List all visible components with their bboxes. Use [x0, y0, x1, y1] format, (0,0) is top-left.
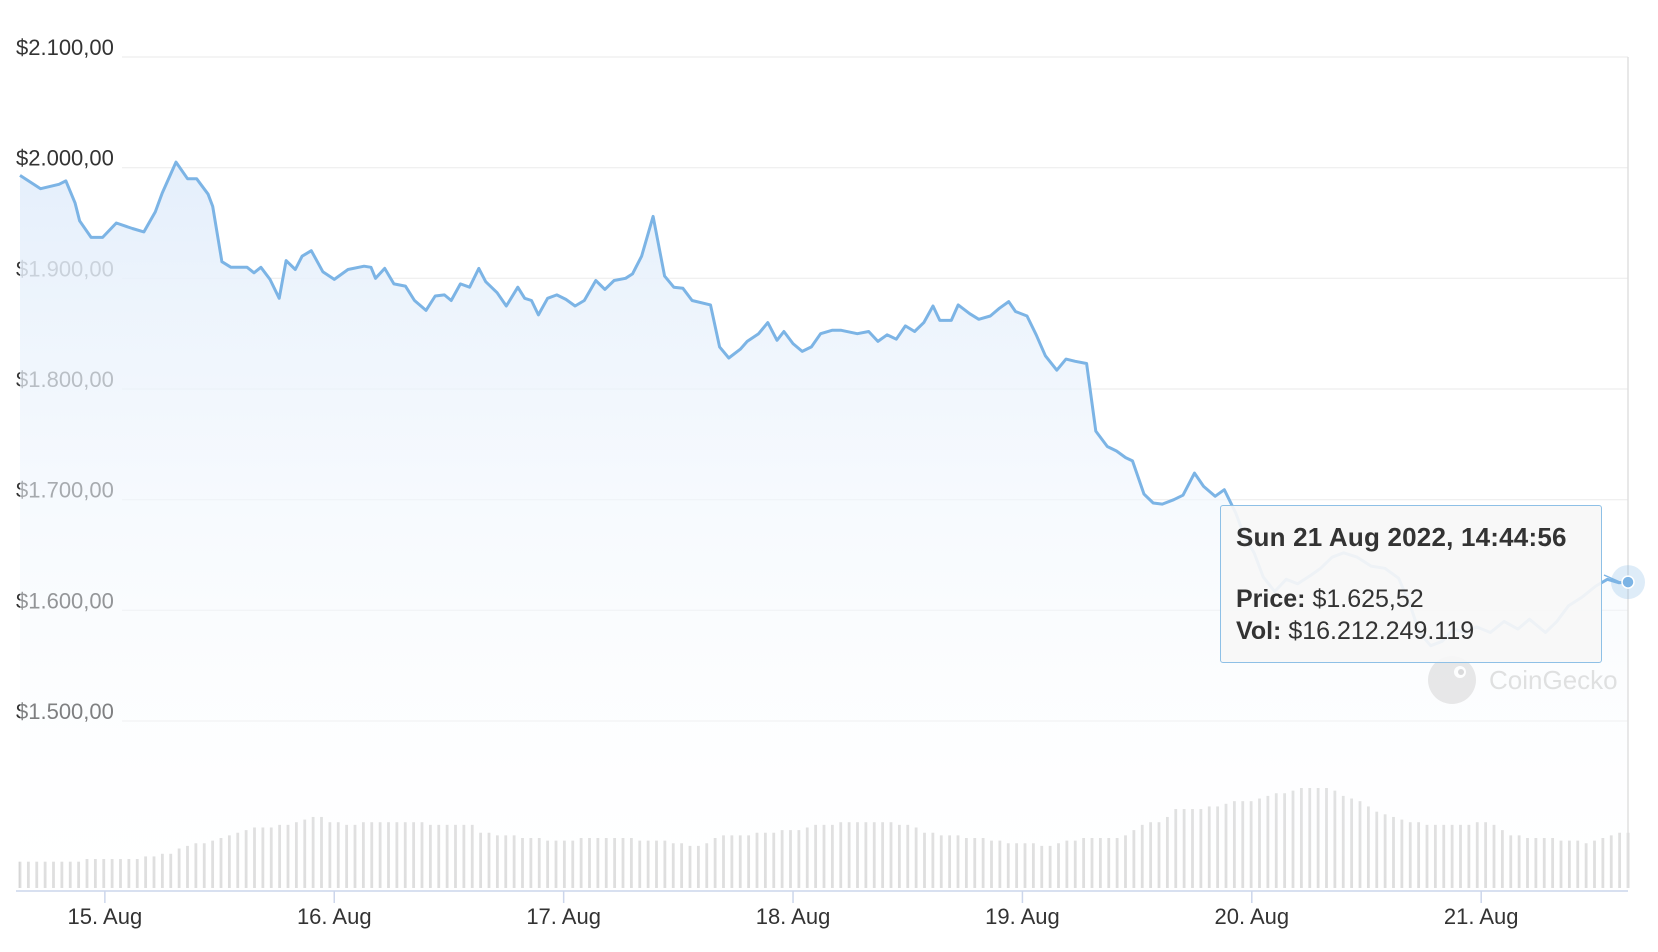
- tooltip-price-value: $1.625,52: [1312, 585, 1424, 613]
- tooltip-vol-row: Vol: $16.212.249.119: [1236, 615, 1586, 647]
- tooltip-price-row: Price: $1.625,52: [1236, 583, 1586, 615]
- tooltip-vol-value: $16.212.249.119: [1288, 617, 1475, 645]
- x-tick-label: 17. Aug: [526, 904, 601, 929]
- x-tick-label: 20. Aug: [1214, 904, 1289, 929]
- x-tick-label: 18. Aug: [756, 904, 831, 929]
- y-tick-label: $2.100,00: [16, 35, 114, 60]
- tooltip: Sun 21 Aug 2022, 14:44:56 Price: $1.625,…: [1220, 505, 1602, 663]
- x-tick-label: 15. Aug: [68, 904, 143, 929]
- price-area: [20, 162, 1628, 889]
- tooltip-vol-label: Vol:: [1236, 617, 1282, 645]
- coingecko-watermark: CoinGecko: [1428, 656, 1618, 704]
- gecko-pupil: [1458, 669, 1464, 675]
- watermark-text: CoinGecko: [1489, 665, 1618, 695]
- hover-point[interactable]: [1621, 575, 1635, 589]
- y-tick-label: $2.000,00: [16, 146, 114, 171]
- x-tick-label: 21. Aug: [1444, 904, 1519, 929]
- tooltip-title: Sun 21 Aug 2022, 14:44:56: [1236, 522, 1567, 552]
- tooltip-connector: [1603, 574, 1621, 583]
- x-axis-labels: 15. Aug 16. Aug 17. Aug 18. Aug 19. Aug 20. A…: [68, 891, 1519, 929]
- x-tick-label: 19. Aug: [985, 904, 1060, 929]
- x-tick-label: 16. Aug: [297, 904, 372, 929]
- gecko-icon: [1428, 656, 1476, 704]
- tooltip-price-label: Price:: [1236, 585, 1306, 613]
